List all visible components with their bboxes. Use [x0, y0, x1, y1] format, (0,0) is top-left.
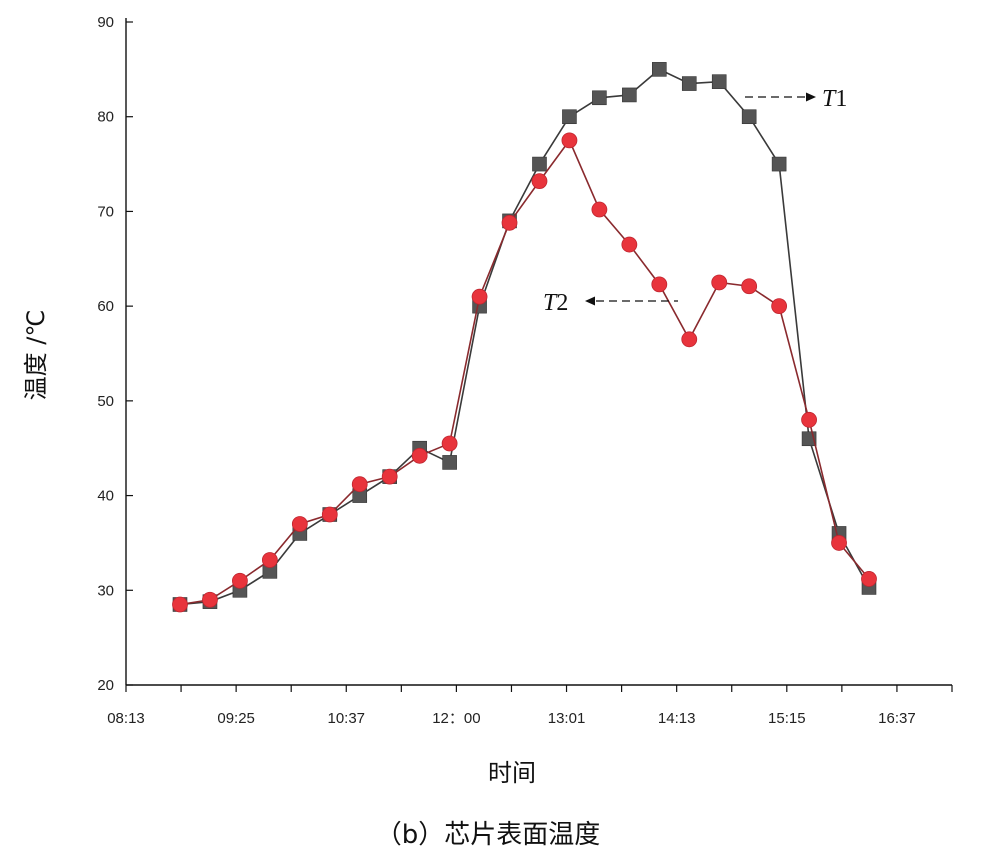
- t1-label-letter: T: [822, 86, 837, 112]
- x-tick-label: 08:13: [107, 710, 145, 727]
- series-line: [179, 68, 870, 606]
- data-point: [441, 435, 458, 452]
- data-point: [831, 535, 847, 551]
- data-point: [711, 274, 728, 291]
- x-tick-label: 13:01: [548, 710, 586, 727]
- x-tick-label: 16:37: [878, 710, 916, 727]
- x-axis-ticks: 08:13 09:25 10:37 12：00 13:01 14:13 15:15 16:37: [107, 685, 953, 727]
- t2-arrow-head: [585, 296, 595, 306]
- data-point: [861, 571, 877, 587]
- t2-label: T2: [543, 290, 568, 316]
- x-tick-label: 14:13: [658, 710, 696, 727]
- series-layer: [172, 62, 877, 613]
- y-tick-label: 20: [97, 677, 114, 694]
- series-t2: [172, 132, 877, 613]
- y-tick-label: 60: [97, 298, 114, 315]
- data-point: [771, 156, 787, 172]
- data-point: [172, 596, 188, 613]
- x-tick-label: 12：00: [432, 710, 480, 727]
- data-point: [681, 331, 698, 348]
- data-point: [771, 298, 788, 315]
- data-point: [261, 552, 278, 568]
- data-point: [531, 173, 548, 190]
- figure-caption: （b）芯片表面温度: [376, 820, 601, 850]
- data-point: [711, 74, 727, 89]
- data-point: [202, 591, 218, 608]
- y-tick-label: 50: [97, 393, 114, 410]
- data-point: [591, 201, 608, 218]
- x-tick-label: 10:37: [327, 710, 365, 727]
- y-tick-label: 90: [97, 14, 114, 31]
- y-tick-label: 40: [97, 488, 114, 505]
- data-point: [471, 288, 488, 305]
- data-point: [561, 132, 578, 149]
- data-point: [381, 468, 398, 485]
- data-point: [651, 276, 668, 293]
- y-tick-label: 30: [97, 582, 114, 599]
- t1-label-digit: 1: [835, 86, 847, 112]
- data-point: [411, 447, 428, 464]
- data-point: [501, 214, 518, 231]
- y-tick-label: 80: [97, 109, 114, 126]
- t2-label-letter: T: [543, 290, 558, 316]
- data-point: [622, 87, 637, 103]
- data-point: [621, 236, 638, 253]
- data-point: [652, 62, 667, 77]
- data-point: [351, 476, 368, 493]
- series-t1: [172, 62, 877, 612]
- data-point: [681, 76, 697, 91]
- t1-arrow-head: [806, 92, 816, 102]
- data-point: [801, 411, 817, 428]
- data-point: [442, 455, 457, 470]
- y-tick-label: 70: [97, 203, 114, 220]
- t1-label: T1: [822, 86, 847, 112]
- t2-annotation: T2: [543, 290, 678, 316]
- annotations: T1 T2: [543, 86, 847, 316]
- x-tick-label: 15:15: [768, 710, 806, 727]
- axes: [125, 18, 952, 686]
- series-line: [179, 138, 870, 606]
- data-point: [562, 109, 577, 125]
- data-point: [321, 506, 338, 523]
- data-point: [592, 90, 607, 106]
- y-axis-title: 温度 /℃: [22, 310, 50, 401]
- x-tick-label: 09:25: [217, 710, 255, 727]
- data-point: [232, 572, 248, 589]
- x-axis-title: 时间: [488, 759, 536, 787]
- data-point: [532, 156, 547, 172]
- t1-annotation: T1: [745, 86, 847, 112]
- t2-label-digit: 2: [556, 290, 568, 316]
- y-axis-ticks: 20 30 40 50 60 70 80 90: [97, 14, 133, 694]
- data-point: [741, 109, 757, 125]
- data-point: [741, 278, 758, 295]
- data-point: [291, 516, 308, 532]
